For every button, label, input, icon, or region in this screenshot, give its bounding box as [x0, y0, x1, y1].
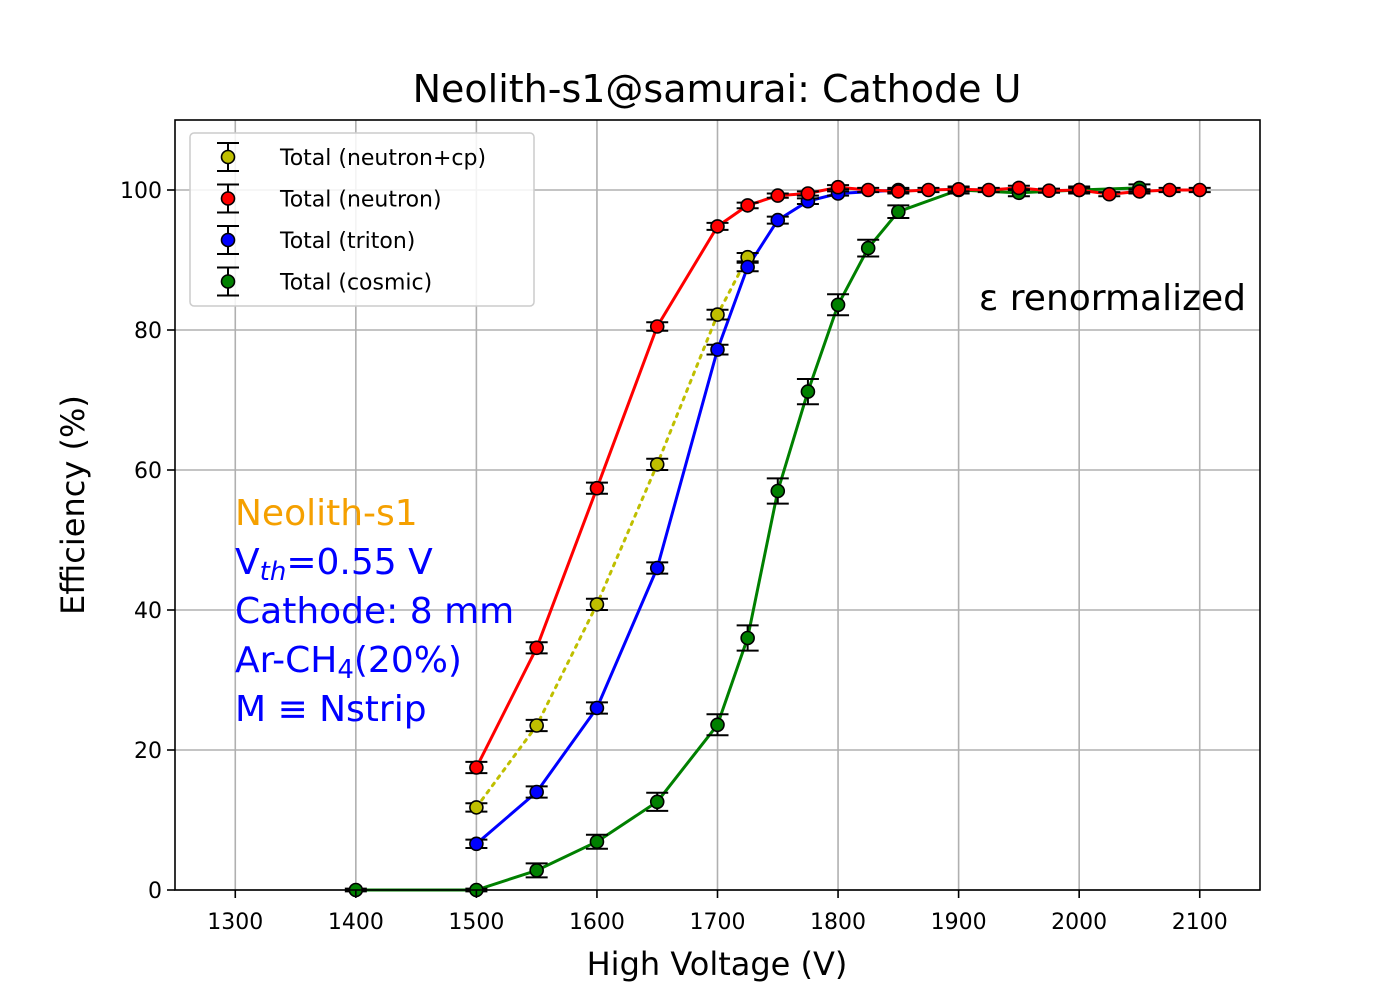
multiplicity-annotation: M ≡ Nstrip	[235, 689, 427, 730]
series-line-total-triton	[475, 188, 899, 845]
data-point-total-neutron	[710, 219, 725, 234]
legend-label: Total (neutron)	[279, 188, 442, 213]
threshold-annotation: Vth=0.55 V	[235, 542, 433, 587]
data-point-total-triton	[529, 784, 544, 800]
data-point-total-cosmic	[740, 630, 755, 646]
data-point-total-neutron	[740, 198, 755, 213]
legend-marker	[220, 191, 236, 206]
threshold-prefix: V	[235, 542, 260, 583]
x-axis-title: High Voltage (V)	[587, 945, 848, 983]
data-point-total-cosmic	[860, 240, 876, 256]
chart-title: Neolith-s1@samurai: Cathode U	[413, 67, 1022, 111]
data-point-total-neutron	[649, 319, 665, 334]
x-axis-ticks: 1300 1400 1500 1600 1700 1800 1900 2000 2100	[207, 890, 1228, 935]
data-point-total-neutron	[1011, 180, 1027, 196]
data-point-total-neutron	[800, 186, 816, 201]
data-point-total-cosmic	[800, 384, 816, 399]
data-point-total-cosmic	[891, 204, 906, 219]
data-point-total-triton	[469, 836, 484, 852]
data-point-total-neutron-cp	[589, 597, 605, 612]
legend-marker	[220, 149, 236, 165]
data-point-total-neutron-cp	[649, 457, 665, 472]
data-point-total-neutron	[1041, 183, 1057, 198]
renormalized-annotation: ε renormalized	[979, 278, 1246, 319]
data-point-total-neutron	[589, 480, 605, 496]
data-point-total-neutron	[1162, 182, 1177, 198]
gas-annotation: Ar-CH4(20%)	[235, 640, 462, 685]
gas-suffix: (20%)	[354, 640, 462, 681]
detector-name-annotation: Neolith-s1	[235, 493, 418, 534]
y-tick-label: 0	[148, 879, 162, 904]
data-point-total-neutron	[891, 184, 906, 199]
data-point-total-neutron	[1132, 184, 1147, 199]
data-point-total-triton	[589, 700, 605, 716]
data-point-total-neutron-cp	[710, 307, 725, 322]
data-point-total-cosmic	[589, 834, 605, 850]
y-axis-ticks: 0 20 40 60 80 100	[120, 179, 175, 904]
data-point-total-cosmic	[529, 863, 544, 878]
data-point-total-neutron	[770, 188, 786, 203]
x-tick-label: 1400	[328, 910, 384, 935]
x-tick-label: 1600	[569, 910, 625, 935]
legend-marker	[220, 274, 236, 289]
x-tick-label: 1700	[690, 910, 746, 935]
x-tick-label: 2000	[1051, 910, 1107, 935]
legend-label: Total (cosmic)	[279, 271, 432, 296]
y-tick-label: 40	[134, 599, 162, 624]
data-point-total-cosmic	[710, 717, 725, 733]
data-point-total-triton	[649, 560, 665, 576]
data-points	[348, 179, 1208, 898]
data-point-total-triton	[710, 342, 725, 357]
data-point-total-triton	[770, 212, 786, 228]
legend-marker	[220, 232, 236, 248]
x-tick-label: 1300	[207, 910, 263, 935]
y-tick-label: 60	[134, 459, 162, 484]
y-axis-title: Efficiency (%)	[54, 395, 92, 615]
data-point-total-cosmic	[770, 483, 786, 499]
data-point-total-cosmic	[830, 297, 846, 313]
x-tick-label: 1500	[448, 910, 504, 935]
data-point-total-neutron	[921, 182, 936, 198]
threshold-subscript: th	[260, 557, 287, 587]
legend-item: Total (triton)	[217, 225, 415, 255]
series-line-total-neutron-cp	[474, 255, 750, 809]
gas-prefix: Ar-CH	[235, 640, 337, 681]
data-point-total-neutron	[830, 179, 846, 195]
threshold-value: =0.55 V	[286, 542, 433, 583]
data-point-total-neutron	[469, 760, 484, 775]
legend-item: Total (neutron+cp)	[217, 142, 486, 172]
cathode-annotation: Cathode: 8 mm	[235, 591, 514, 632]
data-point-total-neutron	[860, 182, 876, 198]
data-point-total-neutron	[1071, 182, 1087, 198]
y-tick-label: 20	[134, 739, 162, 764]
legend-item: Total (cosmic)	[217, 266, 432, 297]
legend-label: Total (neutron+cp)	[279, 146, 486, 171]
grid-lines	[175, 120, 1260, 891]
data-point-total-neutron	[1102, 186, 1117, 202]
legend-label: Total (triton)	[279, 229, 415, 254]
data-point-total-cosmic	[649, 794, 665, 810]
data-point-total-neutron-cp	[469, 800, 484, 815]
x-tick-label: 2100	[1172, 910, 1228, 935]
data-point-total-triton	[740, 259, 755, 275]
data-point-total-neutron	[1192, 182, 1208, 198]
x-tick-label: 1800	[810, 910, 866, 935]
data-point-total-neutron	[981, 182, 997, 198]
x-tick-label: 1900	[931, 910, 987, 935]
y-tick-label: 100	[120, 179, 162, 204]
legend-item: Total (neutron)	[217, 183, 442, 214]
y-tick-label: 80	[134, 319, 162, 344]
legend-box	[189, 132, 535, 307]
data-point-total-neutron	[951, 182, 966, 197]
gas-subscript: 4	[337, 655, 354, 685]
data-point-total-neutron-cp	[529, 718, 544, 733]
data-point-total-neutron	[529, 640, 544, 656]
legend: Total (neutron+cp) Total (neutron) Total (…	[189, 132, 535, 307]
